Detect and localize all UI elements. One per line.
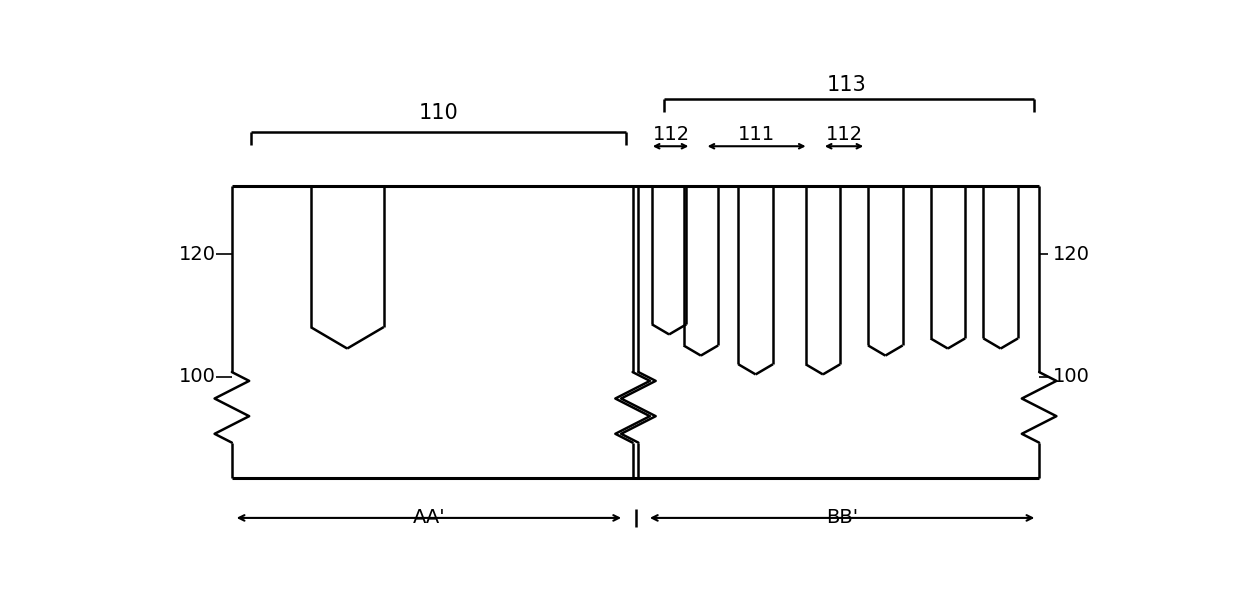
- Text: 120: 120: [1053, 245, 1090, 264]
- Text: 112: 112: [826, 125, 863, 144]
- Text: 112: 112: [652, 125, 689, 144]
- Text: 100: 100: [1053, 367, 1090, 386]
- Text: 111: 111: [738, 125, 775, 144]
- Text: 110: 110: [419, 103, 459, 123]
- Text: BB': BB': [826, 508, 858, 527]
- Text: AA': AA': [413, 508, 445, 527]
- Text: 113: 113: [827, 75, 867, 95]
- Text: 120: 120: [179, 245, 216, 264]
- Text: 100: 100: [179, 367, 216, 386]
